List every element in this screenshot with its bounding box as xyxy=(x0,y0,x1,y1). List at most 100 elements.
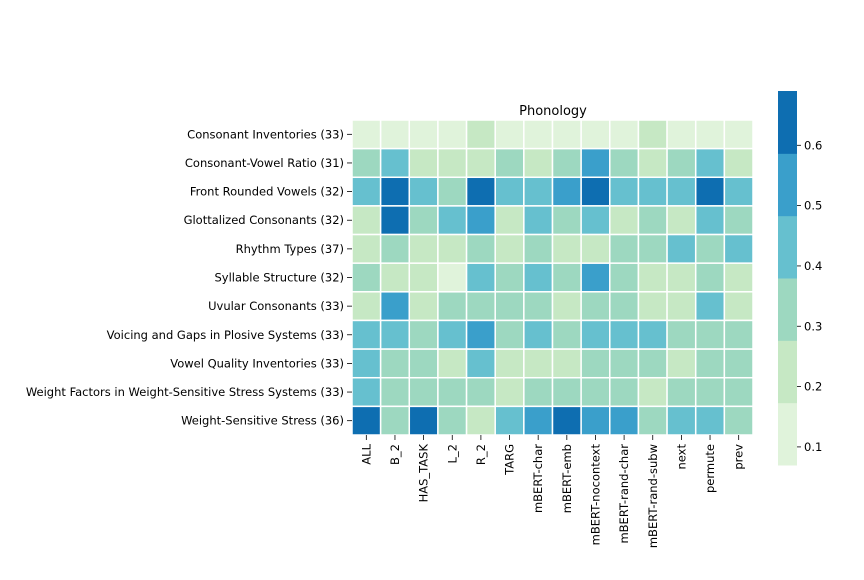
heatmap-cell xyxy=(523,376,554,408)
column-label: permute xyxy=(703,444,717,493)
heatmap-cell xyxy=(666,262,697,293)
heatmap-cell xyxy=(580,176,611,207)
heatmap-cell xyxy=(580,233,611,264)
heatmap-cell xyxy=(437,405,468,436)
heatmap-cell xyxy=(494,205,525,236)
heatmap-cell xyxy=(379,319,411,350)
row-label: Consonant-Vowel Ratio (31) xyxy=(185,156,344,170)
heatmap-cell xyxy=(551,376,582,408)
heatmap-cell xyxy=(580,262,611,293)
heatmap-cell xyxy=(523,291,554,322)
heatmap-cell xyxy=(723,205,754,236)
heatmap-cell xyxy=(551,291,582,322)
heatmap-cell xyxy=(523,205,554,236)
heatmap-cell xyxy=(551,348,582,379)
column-labels: ALL B_2 HAS_TASK L_2 R_2 TARG mBERT-char mBERT-… xyxy=(359,435,746,548)
heatmap-cell xyxy=(437,348,468,379)
heatmap-cell xyxy=(609,262,640,293)
heatmap-cell xyxy=(609,233,640,264)
heatmap-cell xyxy=(379,147,411,179)
heatmap-cell xyxy=(351,147,382,179)
heatmap-cell xyxy=(723,319,754,350)
heatmap-cell xyxy=(580,348,611,379)
column-label: mBERT-rand-subw xyxy=(646,444,660,548)
heatmap-cell xyxy=(666,119,697,150)
heatmap-cell xyxy=(609,291,640,322)
colorbar: 0.1 0.2 0.3 0.4 0.5 0.6 xyxy=(778,91,822,466)
heatmap-cell xyxy=(694,176,726,207)
heatmap-cell xyxy=(666,176,697,207)
row-label: Consonant Inventories (33) xyxy=(187,127,344,141)
column-label: mBERT-emb xyxy=(560,444,574,513)
heatmap-cell xyxy=(723,376,754,408)
heatmap-cell xyxy=(694,147,726,179)
heatmap-cell xyxy=(694,205,726,236)
heatmap-cell xyxy=(723,262,754,293)
heatmap-cell xyxy=(465,262,496,293)
heatmap-cell xyxy=(637,205,668,236)
column-label: L_2 xyxy=(445,444,459,463)
heatmap-cell xyxy=(694,376,726,408)
heatmap-cell xyxy=(666,205,697,236)
heatmap-cell xyxy=(437,119,468,150)
heatmap-cell xyxy=(523,319,554,350)
row-label: Front Rounded Vowels (32) xyxy=(190,185,344,199)
heatmap-cell xyxy=(580,291,611,322)
colorbar-tick-label: 0.6 xyxy=(804,138,822,152)
heatmap-cell xyxy=(351,262,382,293)
column-label: ALL xyxy=(359,443,373,464)
heatmap-cell xyxy=(637,119,668,150)
heatmap-cell xyxy=(494,291,525,322)
heatmap-cell xyxy=(465,205,496,236)
heatmap-cell xyxy=(551,233,582,264)
heatmap-cell xyxy=(437,376,468,408)
heatmap-cell xyxy=(637,291,668,322)
heatmap-cell xyxy=(609,405,640,436)
heatmap-cell xyxy=(666,233,697,264)
heatmap-cell xyxy=(694,319,726,350)
column-label: mBERT-char xyxy=(531,444,545,513)
colorbar-tick-label: 0.4 xyxy=(804,259,822,273)
heatmap-cell xyxy=(580,319,611,350)
heatmap-cell xyxy=(437,147,468,179)
heatmap-cell xyxy=(437,205,468,236)
heatmap-cell xyxy=(351,233,382,264)
heatmap-cell xyxy=(351,119,382,150)
colorbar-segment xyxy=(778,215,797,279)
heatmap-cell xyxy=(437,233,468,264)
heatmap-cell xyxy=(408,376,439,408)
heatmap-cell xyxy=(408,262,439,293)
heatmap-cell xyxy=(694,262,726,293)
heatmap-cell xyxy=(523,233,554,264)
heatmap-cell xyxy=(723,291,754,322)
heatmap-cell xyxy=(437,262,468,293)
colorbar-tick-label: 0.5 xyxy=(804,199,822,213)
heatmap-cell xyxy=(609,176,640,207)
column-label: next xyxy=(674,444,688,470)
heatmap-cell xyxy=(580,405,611,436)
heatmap-cell xyxy=(437,176,468,207)
heatmap-cell xyxy=(465,233,496,264)
heatmap-cells xyxy=(351,119,754,436)
heatmap-cell xyxy=(351,176,382,207)
colorbar-tick-label: 0.1 xyxy=(804,440,822,454)
heatmap-cell xyxy=(379,348,411,379)
heatmap-cell xyxy=(637,233,668,264)
heatmap-cell xyxy=(351,205,382,236)
heatmap-cell xyxy=(551,405,582,436)
heatmap-cell xyxy=(694,405,726,436)
heatmap-cell xyxy=(609,147,640,179)
heatmap-cell xyxy=(494,233,525,264)
heatmap-cell xyxy=(637,319,668,350)
heatmap-cell xyxy=(637,147,668,179)
heatmap-cell xyxy=(379,262,411,293)
heatmap-cell xyxy=(408,205,439,236)
heatmap-cell xyxy=(465,376,496,408)
heatmap-cell xyxy=(580,147,611,179)
heatmap-cell xyxy=(494,147,525,179)
heatmap-cell xyxy=(408,233,439,264)
heatmap-cell xyxy=(609,319,640,350)
heatmap-cell xyxy=(551,319,582,350)
heatmap-cell xyxy=(580,205,611,236)
heatmap-cell xyxy=(666,348,697,379)
